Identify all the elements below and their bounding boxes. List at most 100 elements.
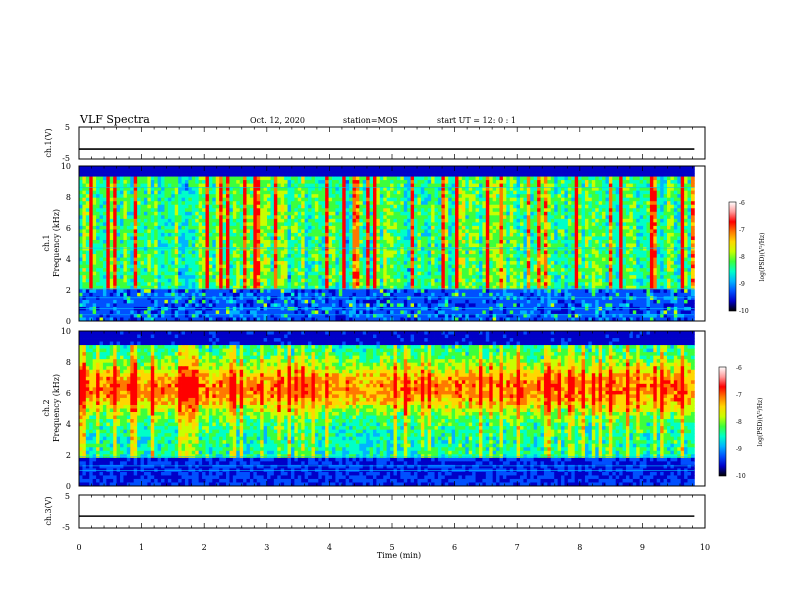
- spectrogram-cell: [461, 208, 466, 213]
- spectrogram-cell: [133, 190, 138, 195]
- spectrogram-cell: [137, 180, 141, 185]
- spectrogram-cell: [520, 243, 524, 248]
- spectrogram-cell: [174, 243, 179, 248]
- spectrogram-cell: [485, 218, 490, 223]
- spectrogram-cell: [267, 257, 271, 262]
- spectrogram-cell: [543, 176, 548, 181]
- spectrogram-cell: [208, 239, 213, 244]
- spectrogram-cell: [437, 190, 442, 195]
- spectrogram-cell: [253, 169, 258, 174]
- spectrogram-cell: [277, 204, 282, 209]
- spectrogram-cell: [174, 236, 179, 241]
- spectrogram-cell: [444, 215, 449, 220]
- spectrogram-cell: [116, 166, 121, 170]
- spectrogram-cell: [113, 232, 118, 237]
- spectrogram-cell: [379, 201, 384, 206]
- spectrogram-cell: [509, 215, 514, 220]
- spectrogram-cell: [236, 229, 241, 234]
- spectrogram-cell: [598, 166, 603, 170]
- spectrogram-cell: [502, 197, 507, 202]
- spectrogram-cell: [680, 254, 685, 258]
- spectrogram-cell: [547, 176, 552, 181]
- spectrogram-cell: [455, 218, 459, 223]
- spectrogram-cell: [331, 183, 336, 188]
- spectrogram-cell: [684, 187, 688, 192]
- spectrogram-cell: [304, 190, 309, 195]
- spectrogram-cell: [256, 225, 261, 230]
- spectrogram-cell: [619, 250, 623, 255]
- spectrogram-cell: [376, 218, 381, 223]
- spectrogram-cell: [222, 218, 227, 223]
- spectrogram-cell: [226, 183, 230, 188]
- spectrogram-cell: [311, 215, 316, 220]
- spectrogram-cell: [602, 232, 606, 237]
- spectrogram-cell: [82, 187, 87, 192]
- spectrogram-cell: [615, 222, 620, 227]
- spectrogram-cell: [410, 176, 415, 181]
- spectrogram-cell: [417, 176, 422, 181]
- spectrogram-cell: [349, 236, 353, 241]
- spectrogram-cell: [304, 176, 309, 181]
- spectrogram-cell: [485, 204, 490, 209]
- spectrogram-cell: [588, 229, 593, 234]
- spectrogram-cell: [184, 183, 189, 188]
- spectrogram-cell: [164, 222, 169, 227]
- spectrogram-cell: [349, 173, 353, 177]
- spectrogram-cell: [154, 232, 159, 237]
- spectrogram-cell: [567, 208, 572, 213]
- spectrogram-cell: [673, 257, 678, 262]
- spectrogram-cell: [321, 166, 326, 170]
- spectrogram-cell: [267, 243, 271, 248]
- spectrogram-cell: [256, 211, 261, 216]
- spectrogram-cell: [629, 173, 634, 177]
- spectrogram-cell: [496, 197, 500, 202]
- spectrogram-cell: [506, 215, 511, 220]
- spectrogram-cell: [557, 247, 562, 251]
- spectrogram-cell: [492, 229, 497, 234]
- spectrogram-cell: [478, 173, 483, 177]
- spectrogram-cell: [485, 239, 490, 244]
- spectrogram-cell: [318, 250, 323, 255]
- spectrogram-cell: [178, 169, 182, 174]
- spectrogram-cell: [349, 204, 353, 209]
- spectrogram-cell: [407, 239, 412, 244]
- spectrogram-cell: [263, 208, 268, 213]
- spectrogram-cell: [178, 194, 182, 199]
- spectrogram-cell: [109, 180, 114, 185]
- spectrogram-cell: [130, 187, 135, 192]
- spectrogram-cell: [461, 218, 466, 223]
- spectrogram-cell: [126, 229, 131, 234]
- spectrogram-cell: [321, 169, 326, 174]
- spectrogram-cell: [455, 250, 459, 255]
- spectrogram-cell: [369, 208, 374, 213]
- spectrogram-cell: [424, 247, 429, 251]
- spectrogram-cell: [673, 236, 678, 241]
- spectrogram-cell: [492, 250, 497, 255]
- spectrogram-cell: [465, 232, 470, 237]
- spectrogram-cell: [615, 218, 620, 223]
- spectrogram-cell: [338, 243, 343, 248]
- spectrogram-cell: [564, 194, 569, 199]
- spectrogram-cell: [400, 229, 405, 234]
- spectrogram-cell: [376, 229, 381, 234]
- spectrogram-cell: [140, 222, 145, 227]
- spectrogram-cell: [540, 208, 545, 213]
- spectrogram-cell: [632, 239, 637, 244]
- spectrogram-cell: [308, 239, 312, 244]
- spectrogram-cell: [79, 222, 83, 227]
- spectrogram-cell: [663, 254, 668, 258]
- spectrogram-cell: [605, 247, 610, 251]
- spectrogram-cell: [263, 190, 268, 195]
- spectrogram-cell: [222, 190, 227, 195]
- spectrogram-cell: [314, 257, 319, 262]
- spectrogram-cell: [684, 229, 688, 234]
- spectrogram-cell: [632, 190, 637, 195]
- spectrogram-cell: [431, 173, 435, 177]
- spectrogram-cell: [379, 250, 384, 255]
- spectrogram-cell: [126, 211, 131, 216]
- spectrogram-cell: [437, 257, 442, 262]
- spectrogram-cell: [161, 257, 165, 262]
- spectrogram-cell: [280, 190, 285, 195]
- spectrogram-cell: [157, 247, 162, 251]
- spectrogram-cell: [506, 232, 511, 237]
